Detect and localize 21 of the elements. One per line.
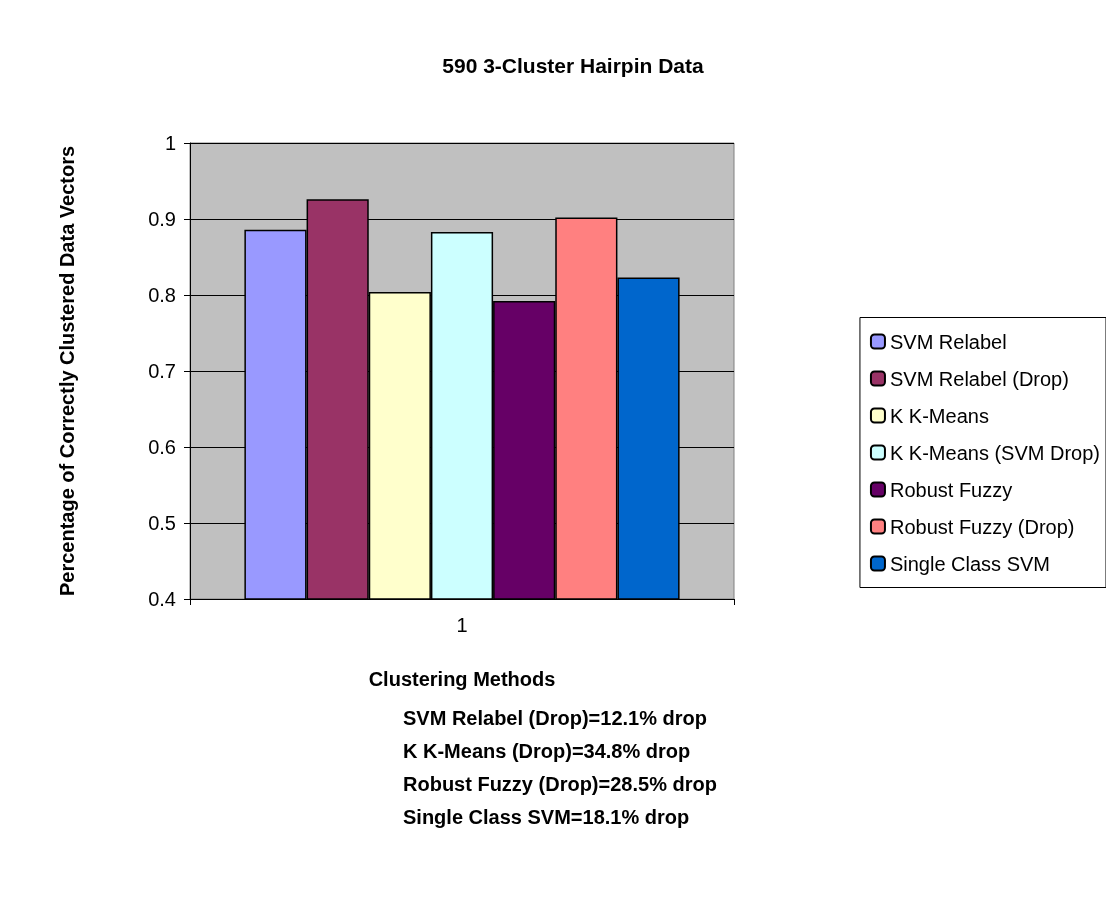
text: SVM Relabel (Drop)=12.1% drop — [403, 707, 707, 729]
legend-label: Single Class SVM — [889, 552, 1051, 575]
y-tick-label: 0.4 — [148, 588, 176, 610]
y-tick-label: 0.7 — [148, 360, 176, 382]
legend-label: K K-Means (SVM Drop) — [889, 441, 1101, 464]
y-tick-label: 1 — [164, 132, 176, 154]
x-axis-title: Clustering Methods — [368, 668, 556, 690]
y-tick-label: 0.5 — [148, 512, 176, 534]
text: K K-Means (Drop)=34.8% drop — [403, 740, 691, 762]
text: Robust Fuzzy (Drop)=28.5% drop — [403, 773, 717, 795]
legend-label: Robust Fuzzy (Drop) — [889, 515, 1075, 538]
y-axis-title: Percentage of Correctly Clustered Data Vectors — [56, 145, 78, 597]
legend-label: SVM Relabel (Drop) — [889, 367, 1069, 390]
legend-label: Robust Fuzzy — [889, 478, 1013, 501]
legend-label: SVM Relabel — [889, 330, 1007, 353]
y-tick-label: 0.6 — [148, 436, 176, 458]
y-tick-label: 0.8 — [148, 284, 176, 306]
legend-label: K K-Means — [889, 404, 989, 427]
chart-title: 590 3-Cluster Hairpin Data — [442, 54, 705, 77]
text: Single Class SVM=18.1% drop — [403, 806, 690, 828]
y-tick-label: 0.9 — [148, 208, 176, 230]
